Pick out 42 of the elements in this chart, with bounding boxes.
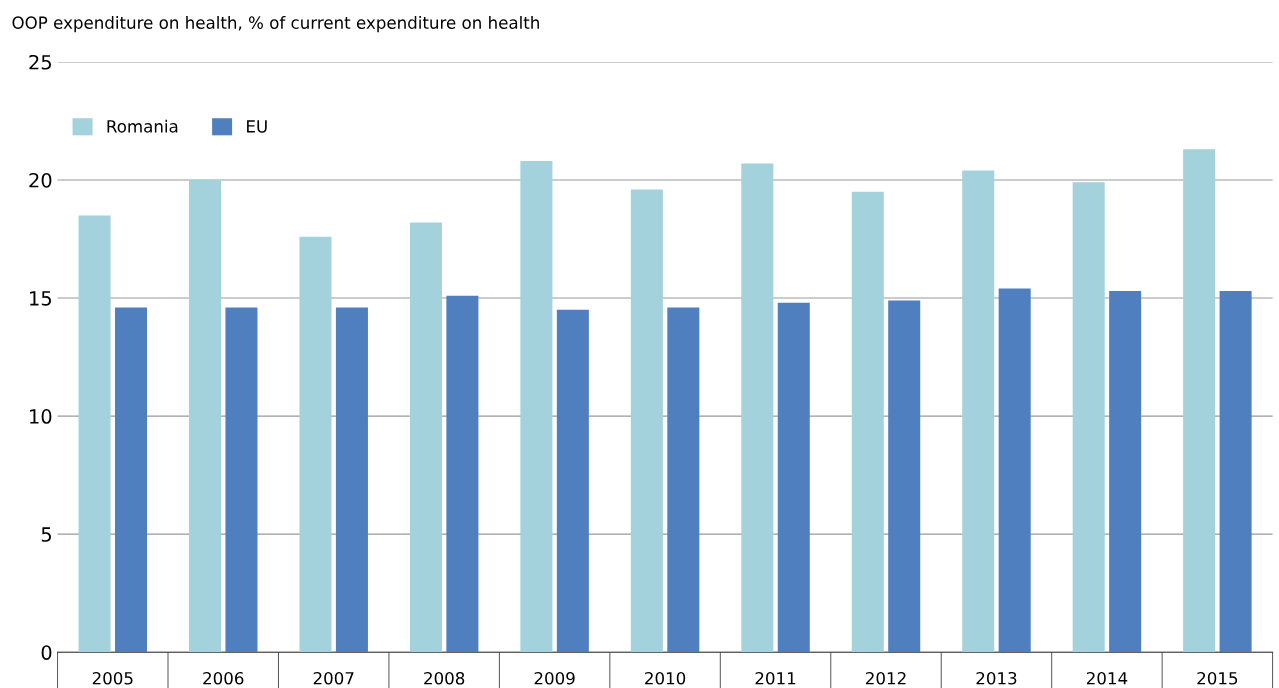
bar [962,170,995,653]
bar [741,163,774,653]
x-tick-label: 2015 [1197,671,1238,685]
bar [1109,290,1142,653]
x-tick-label: 2011 [755,671,796,685]
x-tick-label: 2012 [866,671,906,685]
bar [630,189,663,653]
y-tick-label: 15 [30,291,51,306]
bar [78,215,111,653]
y-tick-label: 5 [41,527,51,542]
x-tick-label: 2009 [534,671,575,685]
x-tick-label: 2014 [1086,671,1128,685]
x-tick-label: 2005 [92,671,133,685]
bar [335,307,368,653]
y-axis-title: OOP expenditure on health, % of current expenditure on health [12,16,539,33]
y-tick-label: 20 [29,172,52,188]
bar [1072,182,1105,653]
bar [1183,149,1216,653]
bar [409,222,442,653]
bar [851,191,884,653]
bar [299,236,332,653]
x-tick-label: 2010 [645,671,686,685]
x-tick-label: 2007 [313,671,354,685]
y-tick-label: 0 [41,645,52,660]
y-tick-label: 10 [30,409,52,424]
bar [888,300,921,653]
bar [225,307,258,653]
legend-label: EU [247,120,267,133]
bar [520,161,553,653]
bar [446,295,479,653]
x-tick-label: 2013 [976,671,1017,685]
bar [114,307,148,653]
bar [667,307,700,653]
bar [1219,290,1252,653]
bar [556,309,589,653]
x-tick-label: 2008 [424,671,465,685]
bar [998,288,1031,653]
bar [777,302,810,653]
bar [189,179,222,653]
legend-label: Romania [107,119,178,133]
y-tick-label: 25 [29,54,51,70]
x-tick-label: 2006 [203,671,244,685]
